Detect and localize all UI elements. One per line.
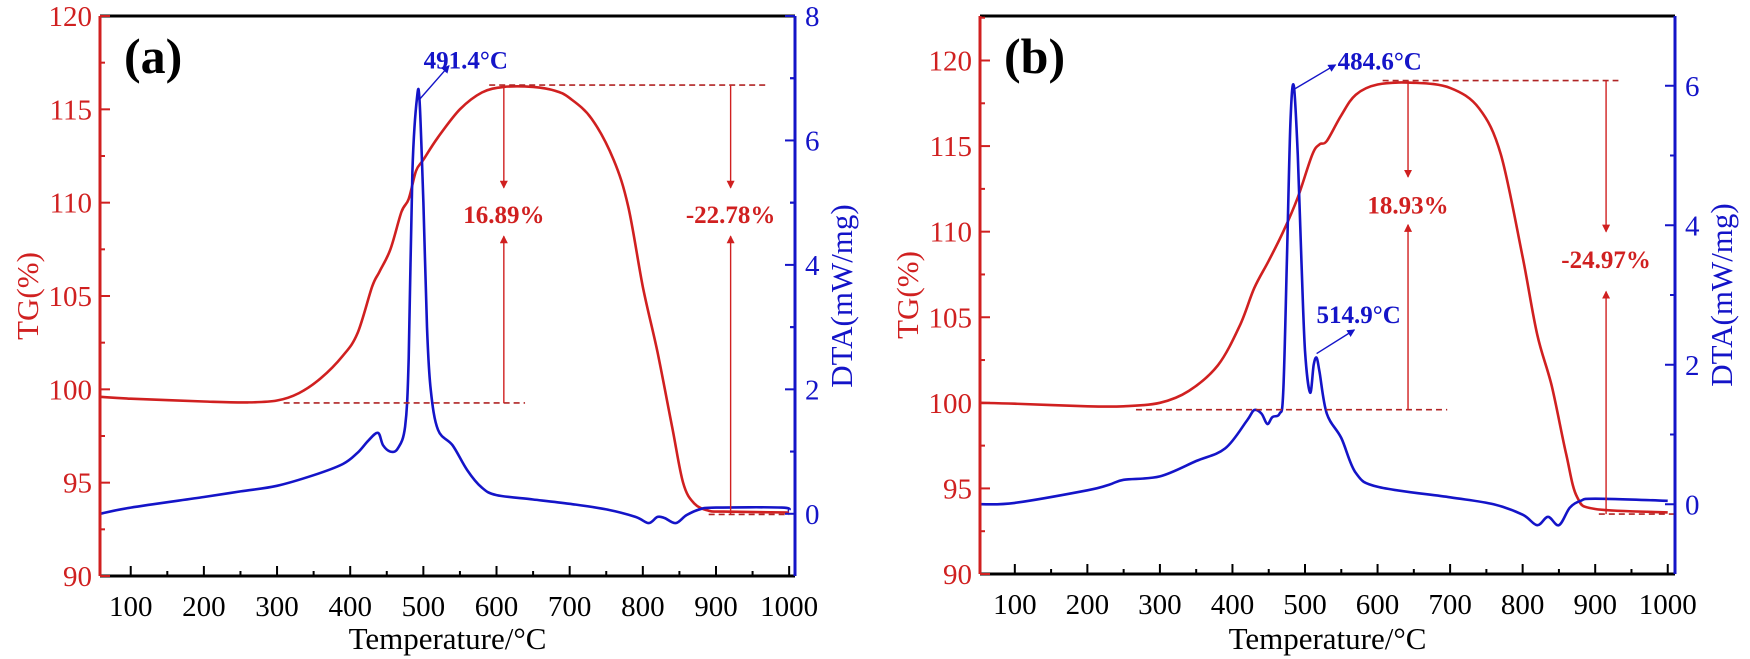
dta-tick-label: 2 [805,374,820,406]
x-axis-title: Temperature/°C [1229,621,1427,656]
tg-tick-label: 90 [63,561,92,593]
panel-label: (a) [124,28,182,84]
tg-tick-label: 115 [930,131,972,163]
dta-curve [99,87,791,525]
x-axis-title: Temperature/°C [349,621,547,656]
dta-tick-label: 4 [805,250,820,282]
tg-tick-label: 105 [929,302,973,334]
x-tick-label: 400 [1211,589,1255,621]
peak-temperature-label: 514.9°C [1317,302,1401,329]
tg-tick-label: 120 [929,46,973,78]
x-tick-label: 200 [182,591,226,623]
dta-axis-title: DTA(mW/mg) [824,204,859,387]
x-tick-label: 900 [1573,589,1617,621]
dta-tick-label: 0 [1685,489,1700,521]
dta-tick-label: 0 [805,499,820,531]
dta-tick-label: 6 [805,125,820,157]
mass-change-label: 16.89% [463,202,544,229]
tg-axis-title: TG(%) [10,252,45,340]
x-tick-label: 100 [993,589,1037,621]
peak-arrow [1293,64,1337,90]
dta-tick-label: 4 [1685,210,1700,242]
dta-tick-label: 6 [1685,71,1700,103]
tg-curve [979,81,1668,514]
x-tick-label: 600 [475,591,519,623]
panel-label: (b) [1004,28,1065,84]
x-tick-label: 400 [328,591,372,623]
peak-temperature-label: 484.6°C [1338,49,1422,76]
peak-arrow [418,65,450,101]
tg-tick-label: 110 [930,217,972,249]
mass-change-label: 18.93% [1367,192,1448,219]
x-tick-label: 500 [1283,589,1327,621]
x-tick-label: 900 [694,591,738,623]
dta-tick-label: 8 [805,1,820,33]
x-tick-label: 800 [621,591,665,623]
x-tick-label: 1000 [1639,589,1697,621]
tg-tick-label: 120 [49,1,93,33]
tg-tick-label: 100 [49,374,93,406]
peak-temperature-label: 491.4°C [424,48,508,75]
x-tick-label: 1000 [760,591,818,623]
dta-tick-label: 2 [1685,350,1700,382]
tg-curve [99,85,790,514]
tg-tick-label: 95 [943,473,972,505]
x-tick-label: 100 [109,591,153,623]
dta-curve [979,83,1668,527]
mass-change-label: -24.97% [1561,247,1651,274]
x-tick-label: 700 [548,591,592,623]
x-tick-label: 300 [255,591,299,623]
tg-tick-label: 105 [49,281,93,313]
x-tick-label: 600 [1356,589,1400,621]
panel-b: 18.93% -24.97% 484.6°C 514.9°C 100 200 300 400 5… [890,14,1739,656]
x-tick-label: 300 [1138,589,1182,621]
x-tick-label: 200 [1066,589,1110,621]
tg-tick-label: 95 [63,468,92,500]
tg-tick-label: 90 [943,559,972,591]
tg-tick-label: 115 [50,94,92,126]
x-tick-label: 500 [402,591,446,623]
x-tick-label: 700 [1428,589,1472,621]
dta-axis-title: DTA(mW/mg) [1704,203,1739,386]
panel-a: 16.89% -22.78% 491.4°C 100 200 300 400 500 600 70… [10,1,859,656]
tg-tick-label: 110 [50,188,92,220]
tg-tick-label: 100 [929,388,973,420]
peak-arrow [1316,329,1356,355]
x-tick-label: 800 [1501,589,1545,621]
mass-change-label: -22.78% [686,202,776,229]
tg-axis-title: TG(%) [890,251,925,339]
